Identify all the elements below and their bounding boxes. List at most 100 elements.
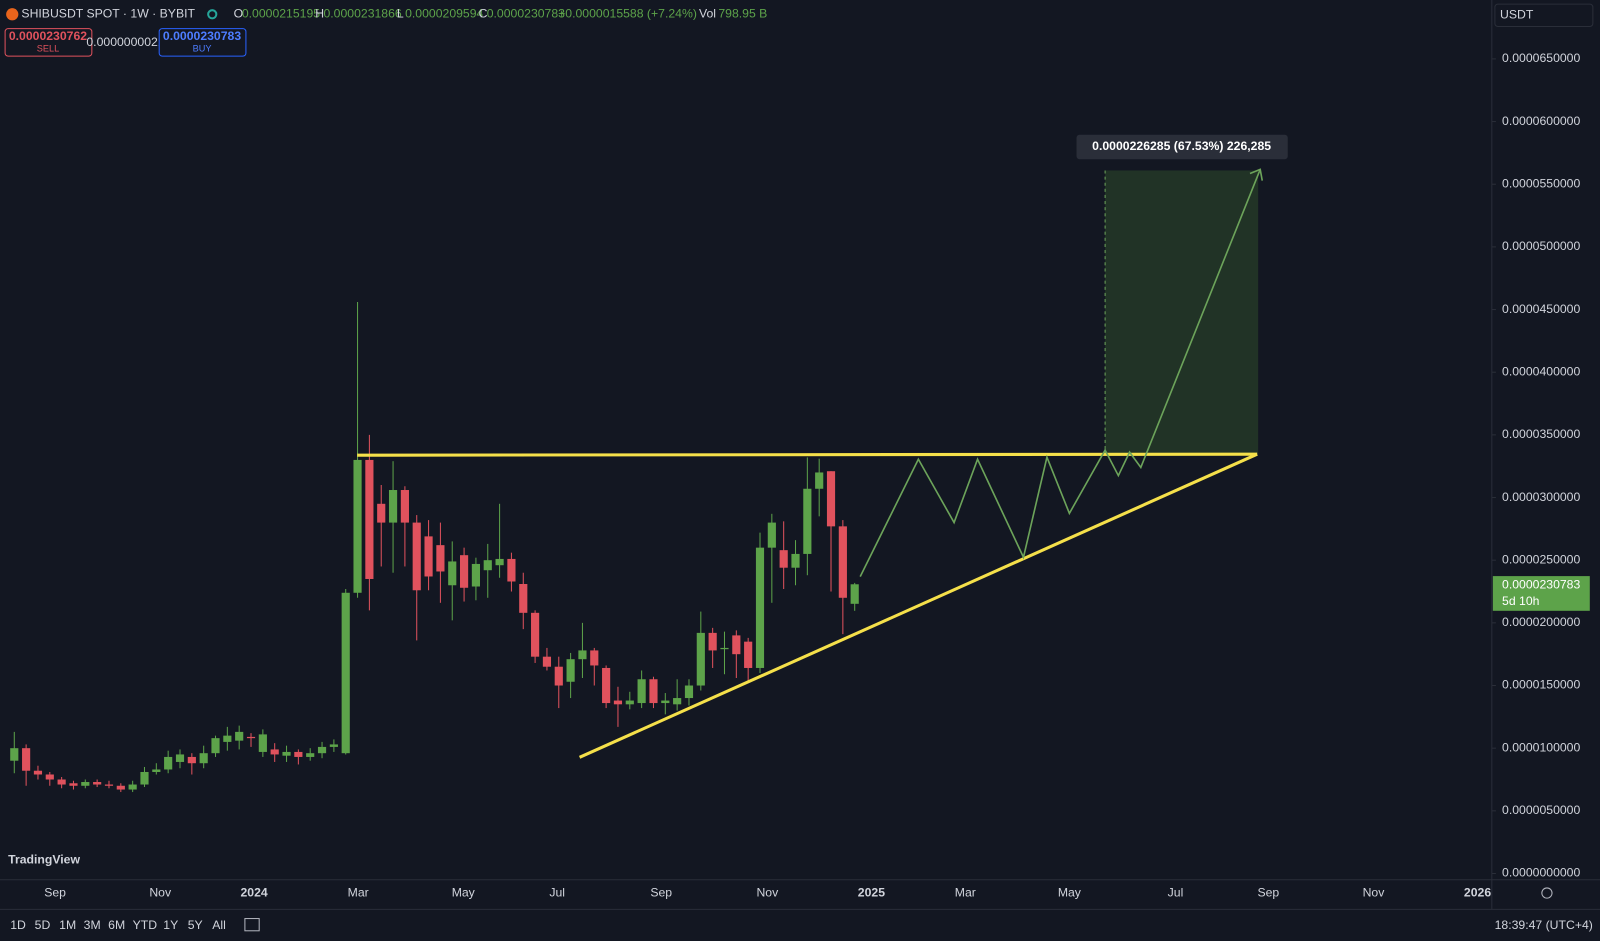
candle-body [93,782,102,785]
range-button[interactable]: 3M [84,918,101,932]
candle-body [317,746,327,754]
candle-body [744,641,753,668]
candle-body [460,555,469,588]
range-button[interactable]: 6M [108,918,125,932]
buy-button[interactable] [158,28,247,57]
range-button[interactable]: YTD [133,918,158,932]
x-tick-label: 2026 [1464,885,1491,899]
candle-body [696,632,705,686]
candle-body [116,785,125,790]
candle-body [57,779,66,785]
candle-body [258,734,267,752]
status-dot [207,9,218,20]
branding: TradingView [8,853,80,867]
measure-box [1076,134,1288,160]
candle-body [602,667,611,704]
sell-button[interactable] [4,28,93,57]
ohlc-value: 0.0000231866 [323,7,401,21]
candle-body [69,783,78,786]
candle-body [495,558,504,566]
symbol-icon [6,8,19,21]
y-tick-label: 0.0000150000 [1502,678,1580,692]
ohlc-key: C [479,7,488,21]
quote-select[interactable] [1494,3,1594,28]
candle-body [10,748,19,761]
candle-body [175,754,185,762]
measure-area [1105,170,1259,455]
ohlc-key: H [315,7,324,21]
range-button[interactable]: 1D [10,918,26,932]
y-tick-label: 0.0000400000 [1502,364,1580,378]
support-line [578,452,1258,759]
vol: 798.95 B [718,7,767,21]
x-tick-label: May [452,885,476,899]
candle-body [104,784,114,786]
projection-path [859,169,1261,578]
candle-body [400,490,409,523]
candle-body [187,756,196,764]
candle-body [377,503,386,523]
resistance-line [357,452,1258,457]
candle-body [412,522,421,591]
vol-key: Vol [699,7,716,21]
x-tick-label: 2025 [858,885,885,899]
candle-body [637,679,646,704]
candle-body [152,769,161,772]
candle-body [566,659,575,682]
y-tick-label: 0.0000350000 [1502,427,1580,441]
ohlc-value: 0.0000209594 [405,7,483,21]
y-tick-label: 0.0000250000 [1502,552,1580,566]
x-tick-label: Sep [44,885,66,899]
candle-body [625,700,634,705]
range-button[interactable]: 1Y [163,918,178,932]
candle-body [81,782,90,786]
candle-body [223,735,232,742]
last-price: 0.0000230783 [1502,578,1580,592]
range-button[interactable]: 1M [59,918,76,932]
settings-icon[interactable] [1541,887,1553,899]
candle-body [720,647,729,650]
range-buttons: 1D 5D 1M 3M 6M YTD 1Y 5Y All [10,918,226,932]
y-tick-label: 0.0000500000 [1502,239,1580,253]
candle-body [471,563,480,587]
candle-body [483,560,492,571]
date-range-icon[interactable] [244,918,260,932]
candle-body [294,751,303,757]
candle-body [590,650,599,666]
candle-body [341,592,350,754]
x-tick-label: Mar [955,885,976,899]
y-tick-label: 0.0000550000 [1502,176,1580,190]
symbol: SHIBUSDT SPOT · 1W · BYBIT [21,7,195,21]
candle-body [128,784,137,790]
candle-body [578,650,587,660]
range-button[interactable]: All [212,918,226,932]
candle-body [246,736,256,739]
candle-body [164,756,173,770]
candles [10,302,859,793]
range-button[interactable]: 5D [35,918,51,932]
candle-body [708,632,717,651]
candle-body [282,751,291,756]
x-tick-label: Nov [1363,885,1386,899]
candle-body [791,553,800,568]
x-tick-label: Nov [149,885,172,899]
sell-price: 0.0000230762 [9,29,87,43]
candle-body [649,679,658,704]
candle-body [140,771,149,785]
range-button[interactable]: 5Y [188,918,203,932]
candle-body [365,459,374,579]
x-tick-label: Sep [650,885,672,899]
change: +0.0000015588 (+7.24%) [558,7,697,21]
candle-body [211,738,220,754]
y-tick-label: 0.0000300000 [1502,490,1580,504]
candle-body [732,635,741,655]
x-tick-label: May [1058,885,1082,899]
candle-body [33,770,43,775]
candle-body [448,561,457,586]
candle-body [826,471,836,527]
candle-body [779,550,788,568]
